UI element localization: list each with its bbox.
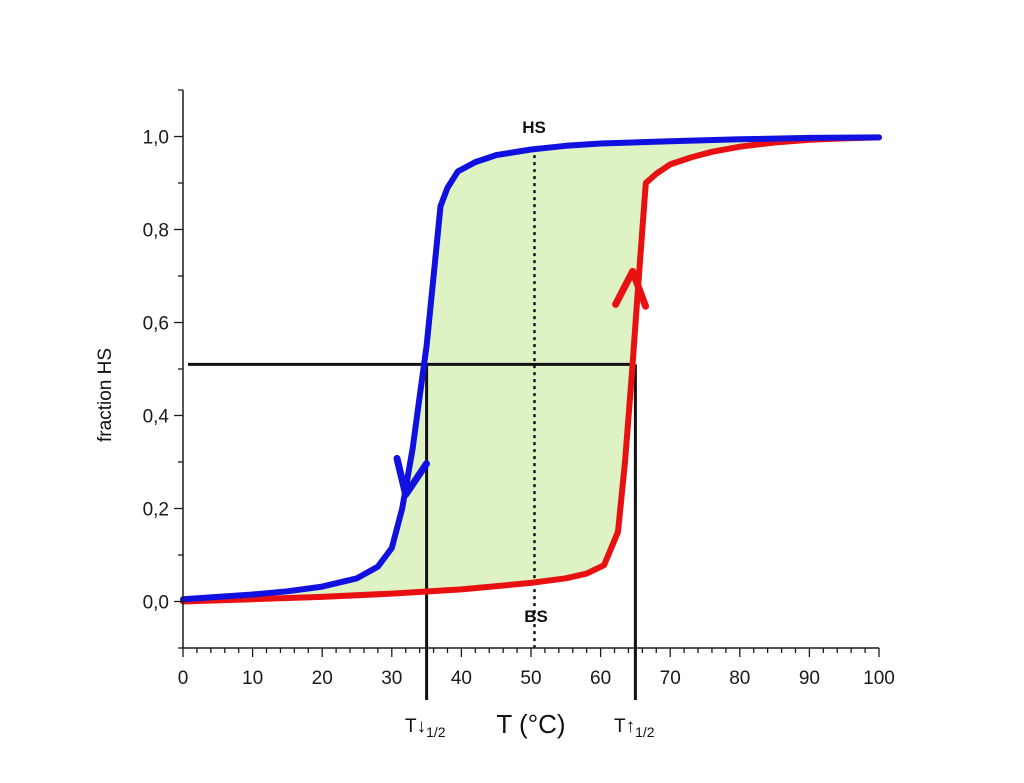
x-tick-label: 100	[863, 668, 895, 689]
y-tick-label: 1,0	[143, 128, 169, 149]
t-down-symbol: T↓	[405, 716, 426, 737]
t-up-symbol: T↑	[614, 716, 635, 737]
cooling-curve	[180, 134, 882, 603]
bs-label: BS	[524, 607, 548, 626]
t-up-half-label: T↑1/2	[614, 716, 655, 740]
hs-label: HS	[522, 118, 546, 137]
x-tick-label: 10	[242, 668, 263, 689]
t-down-subscript: 1/2	[426, 724, 446, 740]
x-tick-label: 40	[451, 668, 472, 689]
x-tick-label: 70	[660, 668, 681, 689]
cooling-direction-arrow	[393, 454, 431, 499]
y-tick-label: 0,2	[143, 500, 169, 521]
y-tick-label: 0,4	[143, 407, 170, 428]
x-tick-label: 90	[799, 668, 820, 689]
x-tick-label: 0	[178, 668, 189, 689]
x-tick-label: 20	[312, 668, 333, 689]
x-axis-title: T (°C)	[496, 709, 565, 739]
t-up-subscript: 1/2	[635, 724, 655, 740]
t-down-half-label: T↓1/2	[405, 716, 446, 740]
x-tick-label: 80	[729, 668, 750, 689]
axes: 0,0 0,2 0,4 0,6 0,8 1,0 0 10 20 30 40 50 60 70 80 90 100	[143, 89, 895, 689]
y-tick-label: 0,0	[143, 593, 169, 614]
hysteresis-area	[183, 137, 879, 602]
heating-direction-arrow	[612, 267, 650, 310]
y-tick-label: 0,6	[143, 314, 169, 335]
x-tick-label: 50	[520, 668, 541, 689]
x-tick-label: 60	[590, 668, 611, 689]
y-tick-label: 0,8	[143, 221, 169, 242]
heating-curve	[180, 134, 882, 605]
y-axis-title: fraction HS	[95, 348, 116, 442]
guide-lines	[188, 148, 637, 700]
x-tick-label: 30	[381, 668, 402, 689]
hysteresis-fill	[183, 137, 879, 602]
series-layer	[180, 134, 882, 605]
